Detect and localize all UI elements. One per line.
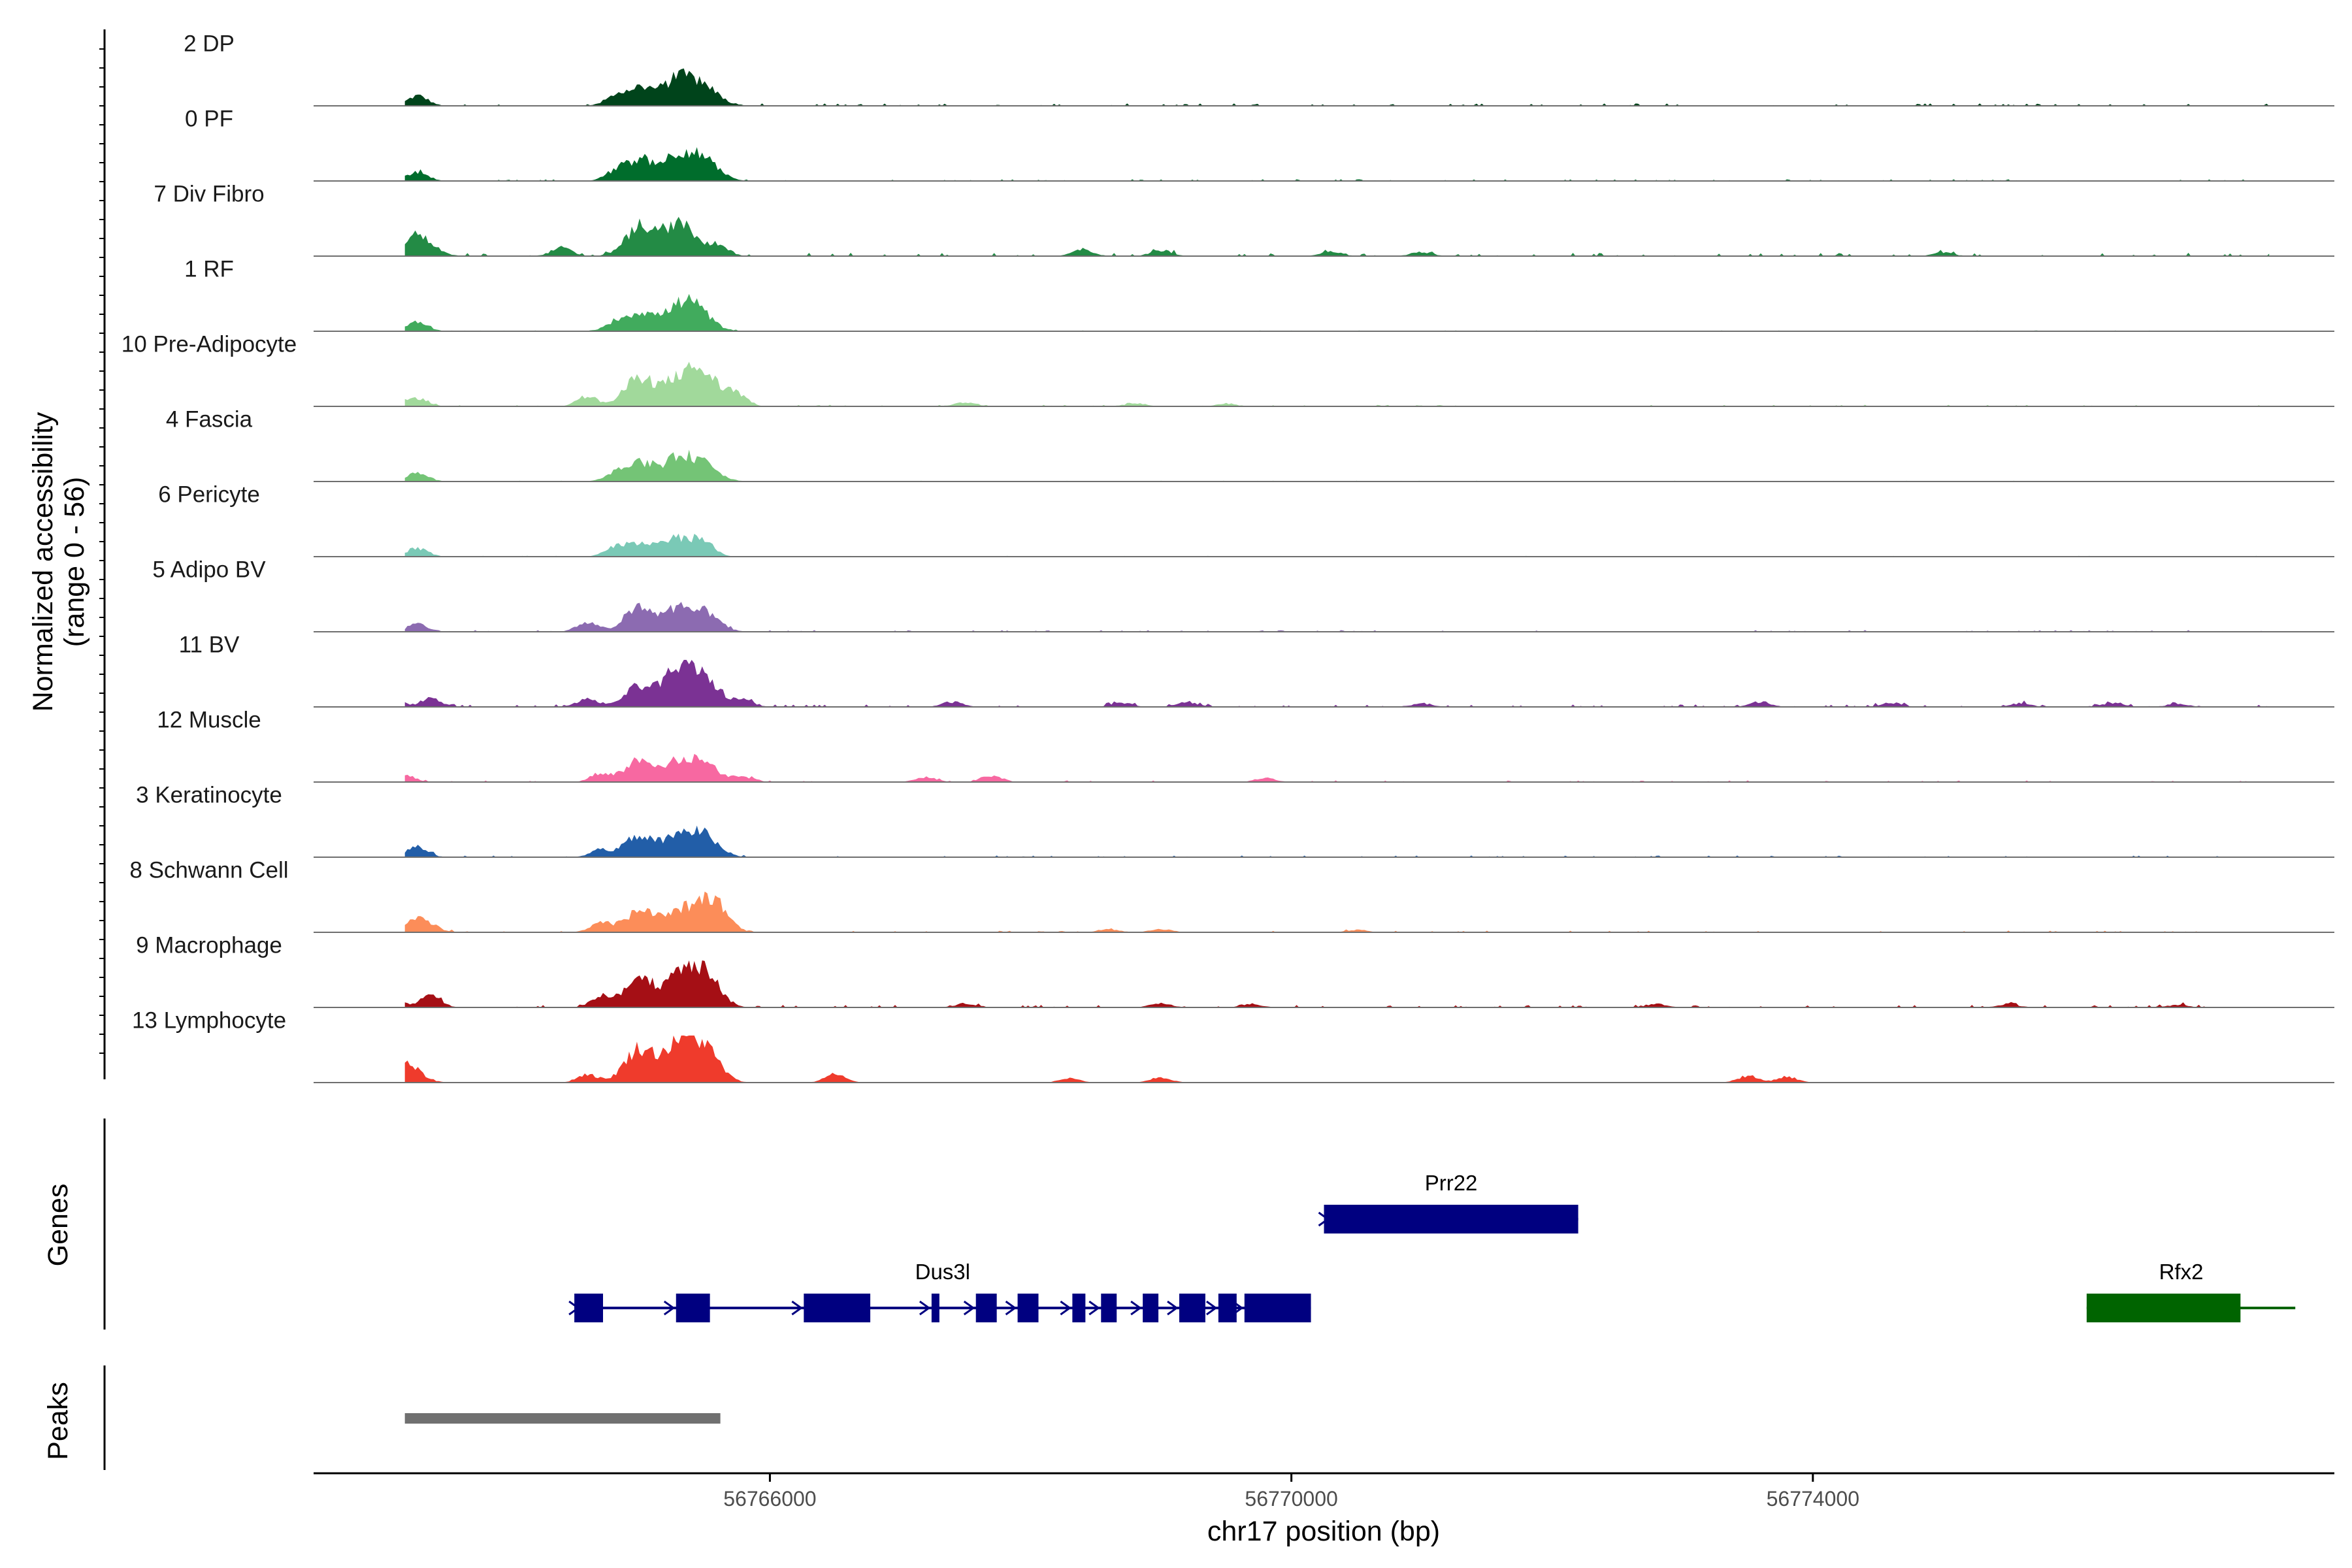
strand-arrow (1167, 1300, 1179, 1316)
track-label: 1 RF (184, 257, 234, 282)
x-tick-label: 56774000 (1767, 1487, 1859, 1511)
y-axis-ticks (99, 48, 105, 1054)
gene-exon (931, 1294, 939, 1322)
genes-panel-label: Genes (42, 1184, 74, 1267)
track-label: 10 Pre-Adipocyte (122, 332, 297, 357)
gene-exon (1244, 1294, 1311, 1322)
gene-exon (676, 1294, 710, 1322)
strand-arrow (663, 1300, 676, 1316)
coverage-track: 10 Pre-Adipocyte (122, 332, 2334, 407)
coverage-track: 13 Lymphocyte (132, 1008, 2334, 1083)
coverage-track: 12 Muscle (157, 708, 2334, 783)
strand-arrow (1060, 1300, 1071, 1316)
coverage-area (404, 660, 2270, 707)
coverage-tracks: 2 DP 0 PF 7 Div Fibro 1 RF 10 Pre-Adipocyte 4… (122, 31, 2334, 1083)
track-label: 5 Adipo BV (152, 557, 266, 583)
gene-exon (1324, 1205, 1578, 1233)
coverage-area (404, 533, 2270, 557)
strand-arrow (963, 1300, 975, 1316)
gene-exon (1179, 1294, 1205, 1322)
track-label: 6 Pericyte (158, 482, 260, 508)
coverage-track: 2 DP (184, 31, 2334, 106)
gene-model: Prr22 (1318, 1171, 1578, 1233)
gene-exon (574, 1294, 603, 1322)
gene-exon (975, 1294, 997, 1322)
peaks-panel-label: Peaks (42, 1382, 74, 1460)
gene-exon (1101, 1294, 1117, 1322)
coverage-track: 0 PF (185, 106, 2334, 182)
track-label: 11 BV (179, 632, 240, 658)
gene-exon (1072, 1294, 1086, 1322)
coverage-track: 1 RF (184, 257, 2334, 332)
gene-label: Prr22 (1425, 1171, 1478, 1195)
track-label: 3 Keratinocyte (136, 783, 282, 808)
gene-model: Dus3l (568, 1260, 1311, 1322)
strand-arrow (919, 1300, 931, 1316)
track-label: 13 Lymphocyte (132, 1008, 286, 1034)
x-axis: 56766000 56770000 56774000 (314, 1472, 2334, 1511)
coverage-area (404, 891, 2270, 932)
coverage-area (404, 361, 2270, 406)
peak-region (404, 1413, 721, 1424)
gene-annotation-track: Prr22 Dus3l Rfx2 (568, 1171, 2296, 1322)
gene-exon (1017, 1294, 1039, 1322)
coverage-track: 11 BV (179, 632, 2334, 708)
y-axis-title: Normalized accessibility (27, 412, 59, 711)
peak-track (404, 1413, 721, 1424)
track-label: 12 Muscle (157, 708, 261, 733)
x-tick-label: 56766000 (723, 1487, 816, 1511)
track-label: 2 DP (184, 31, 235, 57)
strand-arrow (1005, 1300, 1017, 1316)
coverage-area (404, 960, 2270, 1007)
track-label: 0 PF (185, 106, 233, 132)
track-label: 8 Schwann Cell (129, 858, 288, 883)
strand-arrow (1205, 1300, 1218, 1316)
coverage-area (404, 68, 2270, 106)
gene-exon (2086, 1294, 2241, 1322)
coverage-track: 5 Adipo BV (152, 557, 2334, 632)
coverage-area (404, 147, 2270, 181)
coverage-area (404, 602, 2270, 632)
coverage-area (404, 216, 2270, 256)
coverage-track: 6 Pericyte (158, 482, 2334, 557)
coverage-track: 3 Keratinocyte (136, 783, 2334, 858)
gene-label: Rfx2 (2159, 1260, 2204, 1284)
coverage-area (404, 753, 2270, 782)
strand-arrow (1088, 1300, 1100, 1316)
gene-exon (804, 1294, 871, 1322)
y-axis-range: (range 0 - 56) (59, 477, 90, 647)
track-label: 4 Fascia (166, 407, 253, 433)
coverage-track: 7 Div Fibro (154, 182, 2334, 257)
coverage-area (404, 825, 2270, 857)
x-tick-label: 56770000 (1245, 1487, 1337, 1511)
strand-arrow (791, 1300, 803, 1316)
gene-label: Dus3l (915, 1260, 970, 1284)
gene-exon (1143, 1294, 1159, 1322)
coverage-track: 4 Fascia (166, 407, 2334, 482)
track-label: 9 Macrophage (136, 933, 282, 958)
coverage-area (404, 449, 2270, 482)
strand-arrow (1130, 1300, 1142, 1316)
gene-exon (1218, 1294, 1237, 1322)
track-label: 7 Div Fibro (154, 182, 264, 207)
y-axis-left (99, 29, 106, 1470)
x-axis-title: chr17 position (bp) (1207, 1516, 1440, 1547)
coverage-track: 9 Macrophage (136, 933, 2334, 1008)
coverage-area (404, 1036, 2270, 1083)
coverage-track: 8 Schwann Cell (129, 858, 2334, 933)
gene-model: Rfx2 (2086, 1260, 2296, 1322)
coverage-area (404, 293, 2270, 331)
